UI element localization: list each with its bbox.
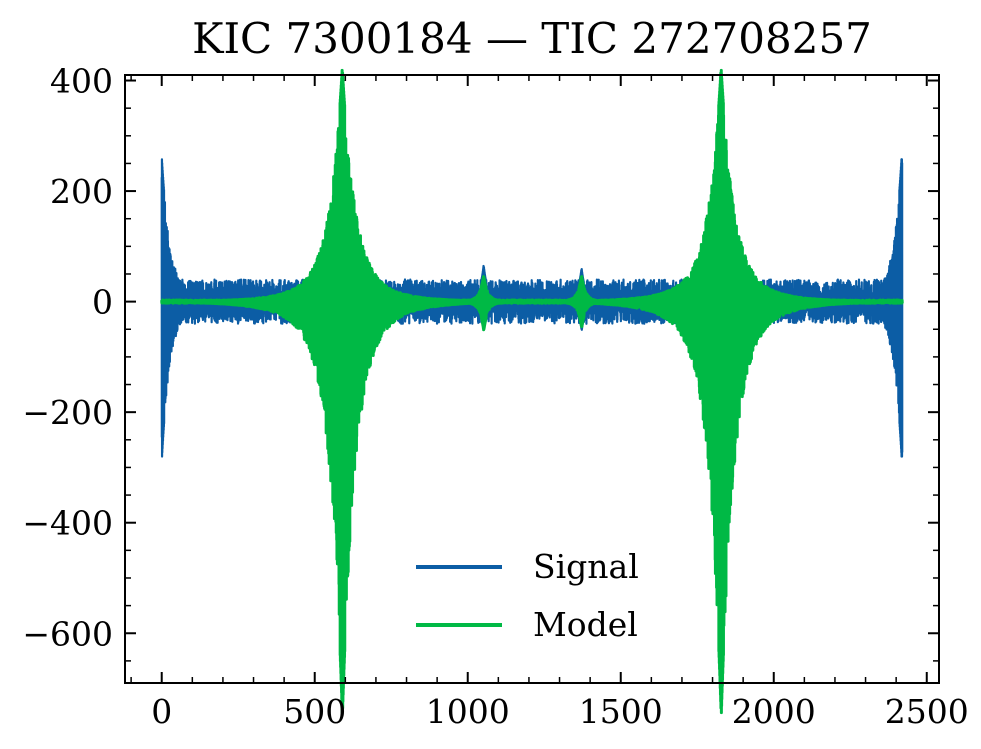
x-tick-label: 1000 xyxy=(426,692,510,731)
legend-label-signal: Signal xyxy=(533,547,639,586)
legend-label-model: Model xyxy=(533,605,638,644)
y-tick-label: 200 xyxy=(50,172,113,211)
plot-lines xyxy=(160,68,904,715)
x-tick-label: 0 xyxy=(151,692,172,731)
x-tick-label: 500 xyxy=(283,692,346,731)
y-tick-label: −600 xyxy=(22,614,113,653)
x-tick-label: 2500 xyxy=(885,692,969,731)
x-tick-label: 1500 xyxy=(579,692,663,731)
legend: Signal Model xyxy=(416,547,639,644)
series-line-model xyxy=(160,68,904,715)
plot-frame xyxy=(124,74,940,684)
x-tick-label: 2000 xyxy=(732,692,816,731)
series-line-signal xyxy=(160,114,904,470)
y-tick-label: 0 xyxy=(92,283,113,322)
y-tick-label: −200 xyxy=(22,393,113,432)
y-tick-label: 400 xyxy=(50,62,113,101)
y-tick-label: −400 xyxy=(22,504,113,543)
chart-title: KIC 7300184 — TIC 272708257 xyxy=(192,14,872,63)
